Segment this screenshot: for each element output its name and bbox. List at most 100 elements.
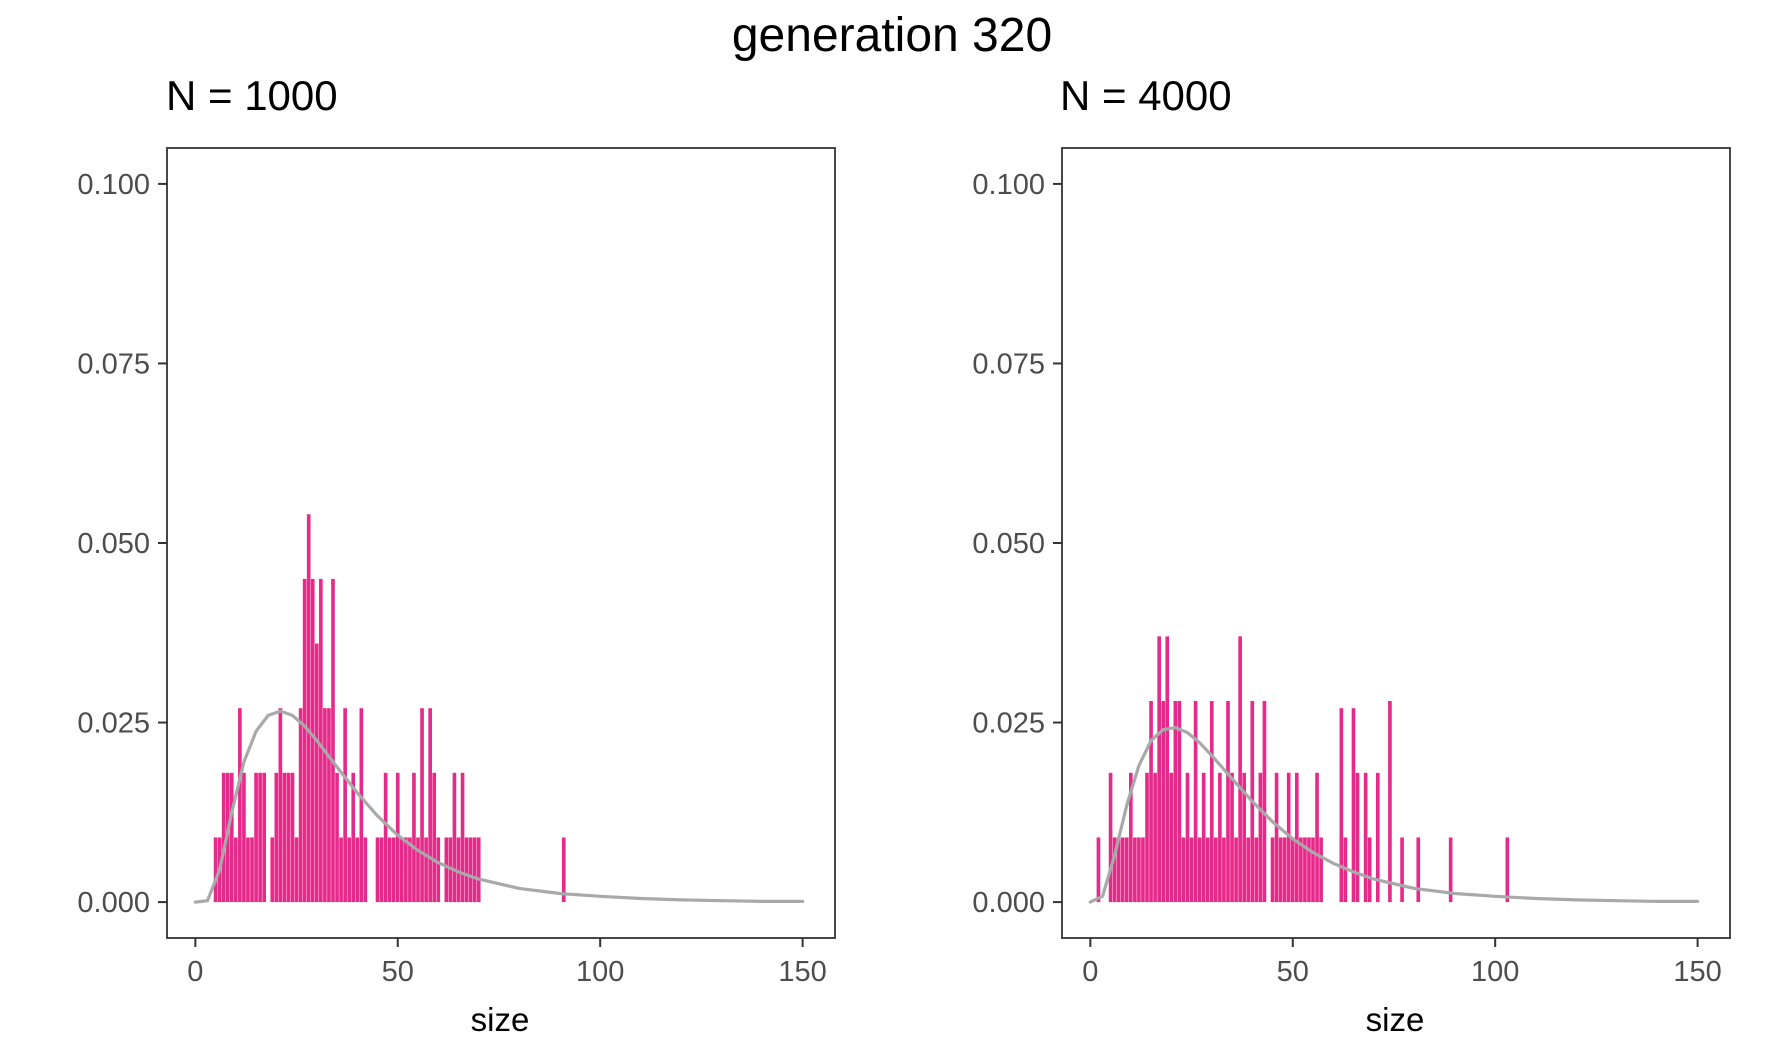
- histogram-bar: [1400, 837, 1404, 903]
- histogram-bar: [1218, 772, 1222, 903]
- histogram-bar: [270, 837, 275, 903]
- histogram-bar: [1294, 772, 1299, 903]
- histogram-bar: [294, 837, 299, 903]
- histogram-bar: [1165, 636, 1170, 903]
- histogram-bar: [1303, 837, 1307, 903]
- histogram-bar: [1129, 772, 1133, 903]
- x-tick-label: 0: [187, 956, 203, 988]
- y-tick-label: 0.050: [77, 528, 150, 560]
- histogram-bar: [1363, 772, 1368, 903]
- histogram-bar: [1112, 837, 1117, 903]
- histogram-bar: [1133, 837, 1137, 903]
- y-tick-label: 0.100: [77, 169, 150, 201]
- histogram-bar: [1222, 837, 1226, 903]
- histogram-bar: [1262, 701, 1267, 903]
- histogram-bar: [1299, 837, 1303, 903]
- histogram-bar: [395, 772, 400, 903]
- histogram-bar: [1319, 837, 1323, 903]
- histogram-bar: [379, 837, 384, 903]
- histogram-bar: [363, 837, 368, 903]
- panel-right: N = 4000 0.000 0.025 0.050 0.075 0.100 0 50 100…: [972, 72, 1731, 1038]
- histogram-bar: [464, 837, 469, 903]
- histogram-bar: [1153, 772, 1157, 903]
- histogram-bar: [1145, 772, 1149, 903]
- histogram-bar: [1226, 701, 1230, 903]
- histogram-bar: [1197, 837, 1202, 903]
- histogram-bar: [238, 708, 242, 903]
- plot-area: 0.000 0.025 0.050 0.075 0.100 0 50 100 150: [77, 147, 836, 988]
- histogram-bar: [1230, 772, 1234, 903]
- histogram-bar: [314, 643, 319, 903]
- histogram-bar: [1120, 837, 1125, 903]
- histogram-bar: [234, 837, 238, 903]
- histogram-bar: [213, 837, 218, 903]
- histogram-bar: [1290, 837, 1295, 903]
- histogram-bar: [274, 772, 279, 903]
- histogram-bar: [1315, 772, 1319, 903]
- histogram-bar: [242, 772, 246, 903]
- y-tick-label: 0.025: [77, 708, 150, 740]
- histogram-bar: [460, 772, 465, 903]
- y-tick-label: 0.000: [77, 887, 150, 919]
- histogram-bar: [310, 578, 315, 903]
- histogram-bar: [339, 837, 343, 903]
- histogram-bar: [1307, 837, 1311, 903]
- histogram-bar: [1278, 837, 1283, 903]
- histogram-bar: [444, 837, 449, 903]
- histogram-bar: [412, 772, 416, 903]
- histogram-bar: [1124, 837, 1129, 903]
- histogram-bar: [1367, 837, 1372, 903]
- histogram-bar: [290, 772, 295, 903]
- histogram-bar: [1448, 837, 1453, 903]
- histogram-bar: [1246, 837, 1251, 903]
- histogram-bar: [327, 708, 331, 903]
- histogram-bar: [1209, 701, 1214, 903]
- histogram-bar: [1189, 837, 1194, 903]
- histogram-bar: [408, 837, 412, 903]
- histogram-bar: [1351, 708, 1356, 903]
- histogram-bar: [387, 837, 392, 903]
- histogram-bar: [1193, 701, 1198, 903]
- histogram-bar: [416, 837, 420, 903]
- histogram-bar: [436, 837, 441, 903]
- histogram-bar: [1201, 772, 1206, 903]
- panel-left: N = 1000 0.000 0.025 0.050 0.075 0.100 0 50 100…: [77, 72, 836, 1038]
- histogram-bar: [1116, 837, 1121, 903]
- histogram-bar: [1205, 837, 1210, 903]
- histogram-bar: [1173, 701, 1178, 903]
- histogram-bar: [432, 772, 437, 903]
- histogram-bar: [1416, 837, 1421, 903]
- histogram-bar: [1270, 837, 1275, 903]
- histogram-bar: [468, 837, 473, 903]
- histogram-bar: [420, 708, 424, 903]
- histogram-bar: [561, 837, 566, 903]
- histogram-bar: [1375, 772, 1380, 903]
- histogram-bar: [1311, 837, 1315, 903]
- panel-title: N = 1000: [166, 72, 338, 119]
- histogram-bar: [306, 514, 311, 903]
- histogram-bar: [428, 708, 432, 903]
- histogram-bar: [302, 578, 307, 903]
- histogram-bar: [254, 772, 258, 903]
- histogram-bar: [347, 837, 351, 903]
- histogram-bar: [282, 772, 287, 903]
- x-tick-label: 0: [1082, 956, 1098, 988]
- histogram-bar: [1177, 701, 1182, 903]
- histogram-bar: [319, 578, 323, 903]
- histogram-bar: [1137, 837, 1141, 903]
- histogram-bar: [452, 772, 457, 903]
- x-tick-label: 150: [1673, 956, 1721, 988]
- density-curve: [1088, 725, 1700, 904]
- histogram-bar: [1169, 772, 1174, 903]
- y-tick-label: 0.000: [972, 887, 1045, 919]
- histogram-bar: [1096, 837, 1101, 903]
- figure-title: generation 320: [732, 9, 1052, 62]
- histogram-bar: [1157, 636, 1161, 903]
- histogram-bar: [246, 837, 250, 903]
- x-tick-label: 100: [1471, 956, 1519, 988]
- x-axis-label: size: [471, 1001, 530, 1038]
- histogram-bar: [456, 837, 461, 903]
- histogram-bar: [1254, 837, 1259, 903]
- y-tick-label: 0.050: [972, 528, 1045, 560]
- histogram-bar: [323, 708, 327, 903]
